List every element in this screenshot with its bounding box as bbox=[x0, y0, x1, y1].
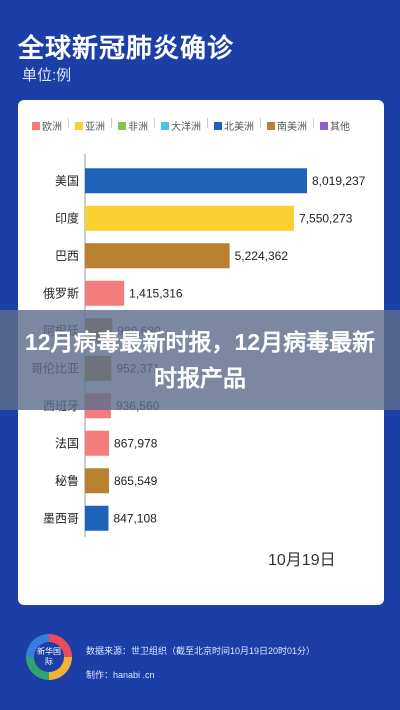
legend-swatch bbox=[320, 121, 328, 130]
data-source: 数据来源：世卫组织（截至北京时间10月19日20时01分） bbox=[86, 646, 316, 656]
date-label: 10月19日 bbox=[268, 552, 336, 569]
made-by: 制作：hanabi .cn bbox=[86, 670, 155, 680]
legend-label: 欧洲 bbox=[42, 122, 62, 133]
value-label: 867,978 bbox=[114, 436, 158, 450]
bar bbox=[85, 280, 125, 306]
legend-label: 其他 bbox=[330, 122, 350, 133]
legend-item: 非洲 bbox=[118, 118, 148, 133]
legend: 欧洲 亚洲 非洲 大洋洲 北美洲 南美洲 其他 bbox=[32, 118, 356, 133]
legend-swatch bbox=[75, 121, 83, 130]
legend-item: 亚洲 bbox=[75, 118, 105, 133]
chart-title: 全球新冠肺炎确诊 bbox=[18, 33, 235, 63]
bar bbox=[85, 168, 307, 194]
bar bbox=[85, 430, 110, 456]
legend-separator bbox=[111, 118, 112, 128]
legend-item: 其他 bbox=[320, 118, 350, 133]
legend-separator bbox=[68, 118, 69, 128]
value-label: 8,019,237 bbox=[312, 174, 366, 188]
legend-item: 南美洲 bbox=[267, 118, 307, 133]
category-label: 美国 bbox=[55, 174, 79, 188]
legend-separator bbox=[207, 118, 208, 128]
category-label: 墨西哥 bbox=[43, 511, 79, 525]
logo-text: 新华国际 bbox=[34, 642, 64, 672]
legend-item: 北美洲 bbox=[214, 118, 254, 133]
legend-separator bbox=[260, 118, 261, 128]
legend-label: 大洋洲 bbox=[171, 122, 201, 133]
bar bbox=[85, 468, 109, 494]
legend-separator bbox=[313, 118, 314, 128]
legend-swatch bbox=[118, 121, 126, 130]
legend-separator bbox=[154, 118, 155, 128]
category-label: 秘鲁 bbox=[55, 474, 79, 488]
legend-swatch bbox=[214, 121, 222, 130]
legend-label: 南美洲 bbox=[277, 122, 307, 133]
legend-swatch bbox=[32, 121, 40, 130]
legend-label: 亚洲 bbox=[85, 122, 105, 133]
bar bbox=[85, 505, 109, 531]
headline-overlay: 12月病毒最新时报，12月病毒最新时报产品 bbox=[0, 310, 400, 410]
legend-swatch bbox=[267, 121, 275, 130]
unit-label: 单位:例 bbox=[22, 67, 72, 84]
value-label: 847,108 bbox=[113, 511, 157, 525]
legend-label: 非洲 bbox=[128, 122, 148, 133]
legend-item: 欧洲 bbox=[32, 118, 62, 133]
value-label: 7,550,273 bbox=[299, 211, 353, 225]
category-label: 俄罗斯 bbox=[43, 286, 79, 300]
value-label: 5,224,362 bbox=[235, 249, 289, 263]
legend-label: 北美洲 bbox=[224, 122, 254, 133]
legend-swatch bbox=[161, 121, 169, 130]
legend-item: 大洋洲 bbox=[161, 118, 201, 133]
category-label: 印度 bbox=[55, 210, 79, 225]
category-label: 法国 bbox=[55, 436, 79, 450]
value-label: 865,549 bbox=[114, 474, 158, 488]
bar bbox=[85, 243, 230, 269]
value-label: 1,415,316 bbox=[129, 286, 183, 300]
category-label: 巴西 bbox=[55, 249, 79, 263]
headline-text: 12月病毒最新时报，12月病毒最新时报产品 bbox=[24, 329, 376, 391]
xinhua-logo-icon: 新华国际 bbox=[26, 634, 72, 680]
bar bbox=[85, 205, 295, 231]
